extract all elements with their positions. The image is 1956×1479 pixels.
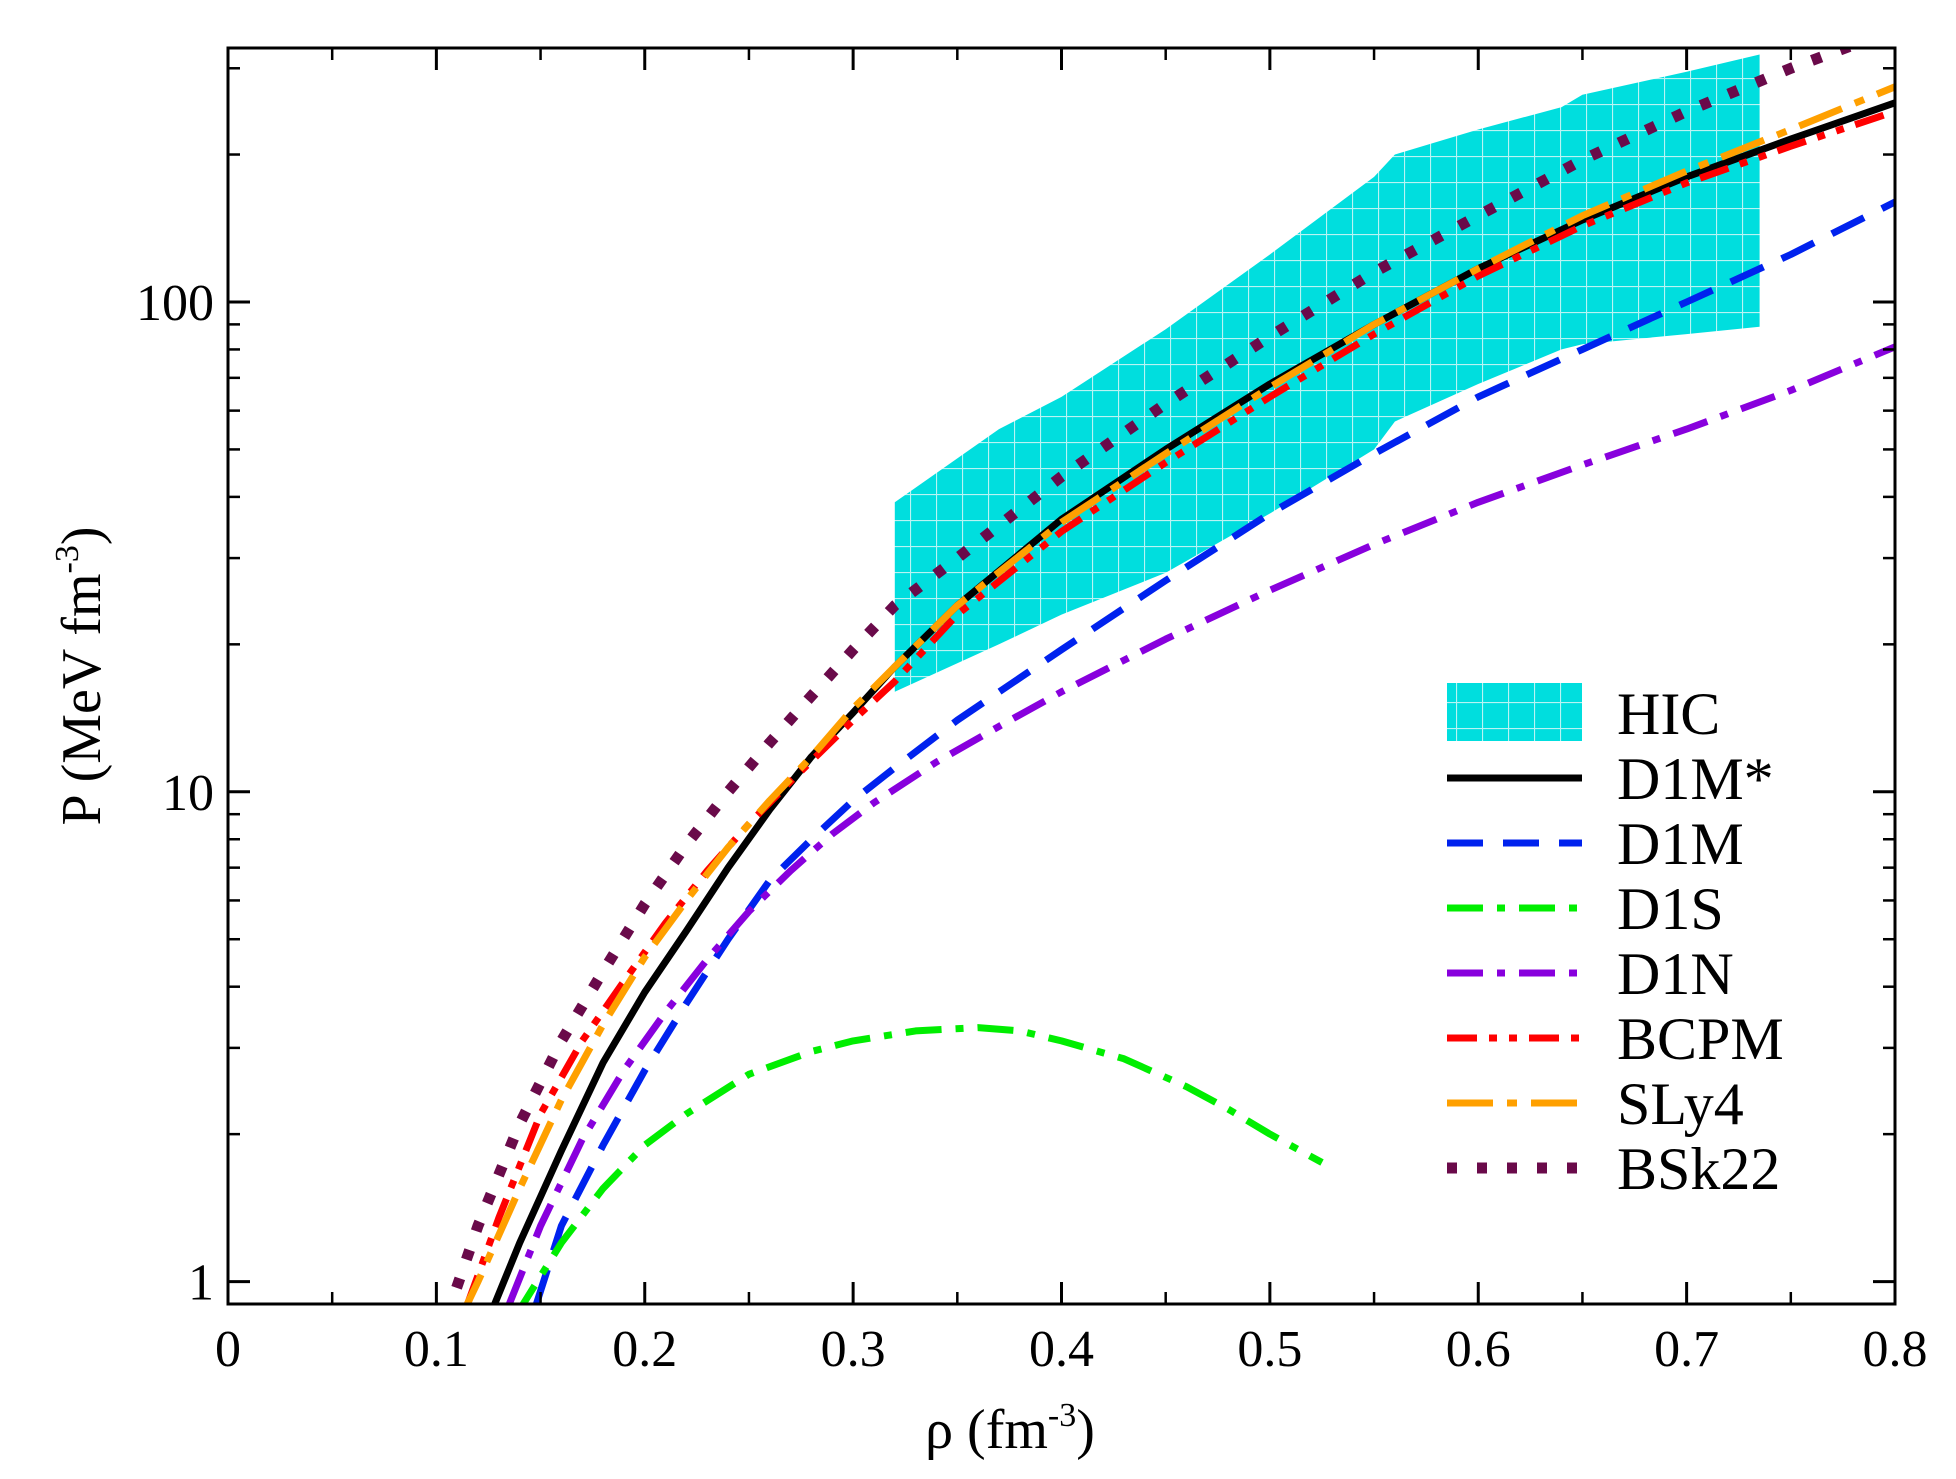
y-tick-label: 100 bbox=[136, 275, 214, 332]
legend-label: D1S bbox=[1617, 876, 1724, 942]
legend-swatch-hic bbox=[1447, 683, 1582, 741]
legend-label: D1N bbox=[1617, 941, 1734, 1007]
y-axis-title: P (MeV fm-3) bbox=[49, 527, 113, 826]
series-line-bcpm bbox=[464, 108, 1895, 1304]
x-tick-label: 0.8 bbox=[1863, 1321, 1928, 1378]
x-tick-label: 0.7 bbox=[1654, 1321, 1719, 1378]
x-axis-title: ρ (fm-3) bbox=[925, 1397, 1095, 1461]
x-tick-label: 0.4 bbox=[1029, 1321, 1094, 1378]
x-tick-label: 0.6 bbox=[1446, 1321, 1511, 1378]
y-axis-ticks: 1 10 100 bbox=[136, 67, 1895, 1312]
legend-label: SLy4 bbox=[1617, 1071, 1744, 1137]
legend-label: D1M* bbox=[1617, 746, 1774, 812]
hic-band bbox=[894, 54, 1760, 692]
legend-label: BCPM bbox=[1617, 1006, 1784, 1072]
x-tick-label: 0.3 bbox=[821, 1321, 886, 1378]
series-line-d1n bbox=[506, 343, 1895, 1304]
legend-label: D1M bbox=[1617, 811, 1744, 877]
y-tick-label: 10 bbox=[162, 765, 214, 822]
hic-band-layer bbox=[894, 54, 1760, 692]
plot-area bbox=[445, 48, 1895, 1304]
legend-label: HIC bbox=[1617, 681, 1720, 747]
x-axis-ticks: 0 0.1 0.2 0.3 0.4 0.5 0.6 0.7 0.8 bbox=[215, 48, 1928, 1378]
legend-label: BSk22 bbox=[1617, 1136, 1780, 1202]
x-tick-label: 0.5 bbox=[1237, 1321, 1302, 1378]
series-line-d1s bbox=[519, 1024, 1324, 1304]
x-tick-label: 0.1 bbox=[404, 1321, 469, 1378]
x-tick-label: 0 bbox=[215, 1321, 241, 1378]
x-tick-label: 0.2 bbox=[612, 1321, 677, 1378]
series-line-d1m bbox=[533, 198, 1895, 1304]
series-line-sly4 bbox=[463, 83, 1895, 1304]
series-line-bsk22 bbox=[445, 48, 1862, 1304]
series-layer bbox=[445, 48, 1895, 1304]
y-tick-label: 1 bbox=[188, 1255, 214, 1312]
